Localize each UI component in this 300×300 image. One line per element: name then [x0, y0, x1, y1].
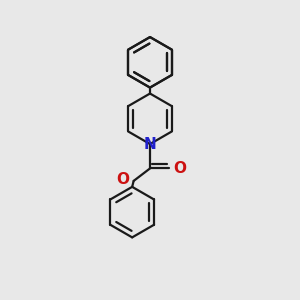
Text: O: O: [116, 172, 130, 187]
Text: O: O: [173, 161, 186, 176]
Text: N: N: [144, 136, 156, 152]
